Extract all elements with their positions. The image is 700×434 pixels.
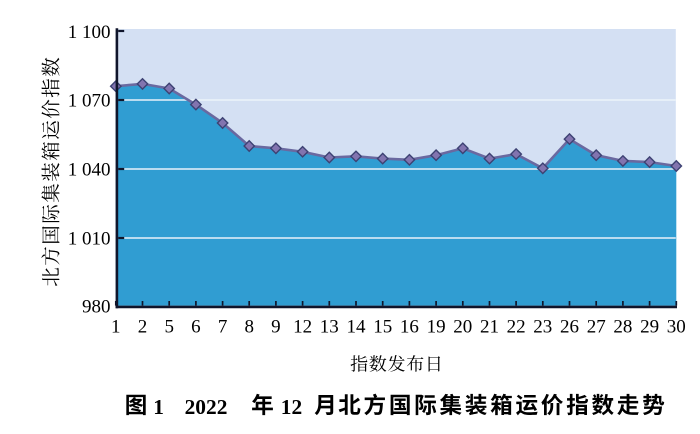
svg-text:1 040: 1 040: [68, 160, 111, 181]
svg-text:1: 1: [111, 317, 121, 338]
svg-text:30: 30: [667, 317, 686, 338]
svg-text:29: 29: [640, 317, 659, 338]
svg-text:6: 6: [191, 317, 201, 338]
svg-text:12: 12: [281, 395, 302, 419]
svg-text:9: 9: [271, 317, 281, 338]
svg-text:8: 8: [244, 317, 254, 338]
svg-text:980: 980: [82, 297, 111, 318]
svg-text:2022: 2022: [185, 395, 228, 419]
svg-text:2: 2: [138, 317, 148, 338]
svg-text:13: 13: [320, 317, 339, 338]
svg-text:19: 19: [427, 317, 446, 338]
svg-text:21: 21: [480, 317, 499, 338]
svg-text:22: 22: [507, 317, 526, 338]
svg-text:23: 23: [533, 317, 552, 338]
svg-text:12: 12: [293, 317, 312, 338]
svg-text:27: 27: [587, 317, 606, 338]
svg-text:5: 5: [164, 317, 174, 338]
svg-text:26: 26: [560, 317, 579, 338]
svg-text:1 100: 1 100: [68, 22, 111, 43]
svg-text:16: 16: [400, 317, 419, 338]
svg-text:1: 1: [153, 395, 164, 419]
svg-text:28: 28: [613, 317, 632, 338]
svg-text:15: 15: [373, 317, 392, 338]
svg-text:1 010: 1 010: [68, 229, 111, 250]
svg-text:7: 7: [218, 317, 228, 338]
svg-text:1 070: 1 070: [68, 91, 111, 112]
svg-text:14: 14: [347, 317, 367, 338]
svg-text:20: 20: [453, 317, 472, 338]
